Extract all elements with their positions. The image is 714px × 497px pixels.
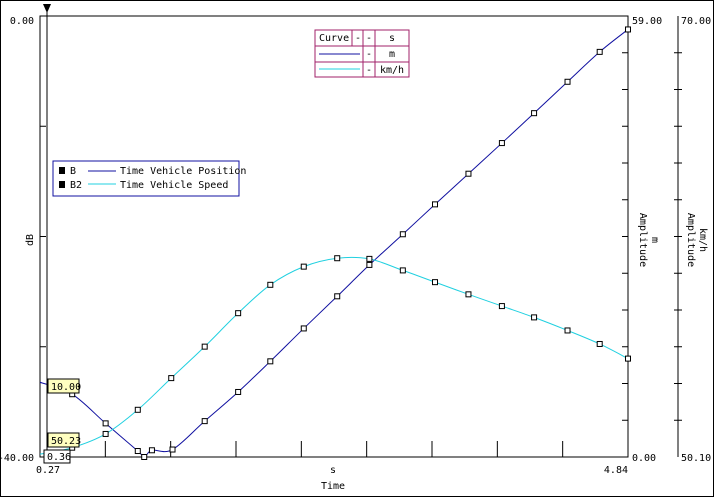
data-point-0-9 <box>267 358 274 365</box>
data-point-1-12 <box>432 279 439 286</box>
data-point-0-18 <box>564 78 571 85</box>
data-point-1-15 <box>531 314 538 321</box>
data-point-1-8 <box>300 263 307 270</box>
data-point-1-9 <box>334 255 341 262</box>
units-header-dash-1: - <box>355 33 361 44</box>
data-point-0-16 <box>498 140 505 147</box>
data-point-0-19 <box>596 48 603 55</box>
x-max-label: 4.84 <box>604 465 628 476</box>
data-point-1-14 <box>498 303 505 310</box>
data-point-1-2 <box>102 430 109 437</box>
data-point-0-6 <box>169 446 176 453</box>
legend: B Time Vehicle Position B2 Time Vehicle … <box>52 160 246 197</box>
data-point-0-10 <box>300 325 307 332</box>
legend-label-speed: Time Vehicle Speed <box>120 180 228 191</box>
y-left-top-label: 0.00 <box>10 16 34 27</box>
cursor-x-readout: 0.36 <box>47 452 71 463</box>
units-header-curve: Curve <box>319 33 349 44</box>
data-point-0-17 <box>531 110 538 117</box>
data-point-1-17 <box>596 340 603 347</box>
units-row2-dash-1: - <box>366 65 372 76</box>
units-header-dash-2: - <box>366 33 372 44</box>
y-left-bottom-label: -40.00 <box>0 453 34 464</box>
legend-marker-b <box>59 167 65 174</box>
data-point-0-11 <box>334 293 341 300</box>
y-right1-axis-unit: m <box>649 237 660 243</box>
y-right2-axis-unit: km/h <box>697 228 708 252</box>
cursor-readout-position-box <box>47 378 80 394</box>
x-min-label: 0.27 <box>36 465 60 476</box>
units-table <box>314 29 410 78</box>
y-right1-bottom-label: 0.00 <box>632 453 656 464</box>
data-point-0-20 <box>625 26 631 33</box>
data-point-0-14 <box>432 201 439 208</box>
legend-label-position: Time Vehicle Position <box>120 166 246 177</box>
cursor[interactable]: 10.00 50.23 0.36 <box>43 4 81 464</box>
y-right1-top-label: 59.00 <box>632 16 662 27</box>
data-point-0-5 <box>148 447 155 454</box>
data-point-0-12 <box>366 261 373 268</box>
data-point-0-7 <box>201 418 208 425</box>
cursor-readout-position: 10.00 <box>51 382 81 393</box>
data-point-1-11 <box>399 267 406 274</box>
cursor-x-readout-box <box>43 449 71 464</box>
units-row1-unit: m <box>389 49 395 60</box>
legend-marker-b2 <box>59 181 65 188</box>
units-row1-dash-1: - <box>366 49 372 60</box>
data-point-0-15 <box>465 170 472 177</box>
data-point-1-7 <box>267 281 274 288</box>
cursor-readout-speed-box <box>47 432 80 448</box>
data-point-1-3 <box>134 406 141 413</box>
legend-tag-b2: B2 <box>70 180 82 191</box>
data-point-0-3 <box>134 448 141 455</box>
data-point-1-6 <box>235 310 242 317</box>
y-right2-top-label: 70.00 <box>681 16 711 27</box>
data-point-1-10 <box>366 255 373 262</box>
units-row2-unit: km/h <box>380 65 404 76</box>
y-right2-axis-title: Amplitude <box>685 213 696 267</box>
data-point-0-8 <box>235 388 242 395</box>
x-unit-label: s <box>330 465 336 476</box>
x-axis-title: Time <box>321 481 345 492</box>
data-point-0-13 <box>399 231 406 238</box>
data-point-0-2 <box>102 420 109 427</box>
legend-tag-b: B <box>70 166 76 177</box>
data-point-1-4 <box>168 375 175 382</box>
y-left-axis-title: dB <box>25 234 36 246</box>
cursor-readout-speed: 50.23 <box>51 436 81 447</box>
y-right2-bottom-label: 50.10 <box>681 453 711 464</box>
units-header-unit: s <box>389 33 395 44</box>
data-point-1-18 <box>625 355 631 362</box>
data-point-1-13 <box>465 291 472 298</box>
data-point-1-16 <box>564 327 571 334</box>
y-right1-axis-title: Amplitude <box>637 213 648 267</box>
data-point-1-5 <box>201 343 208 350</box>
data-point-0-4 <box>141 454 148 460</box>
